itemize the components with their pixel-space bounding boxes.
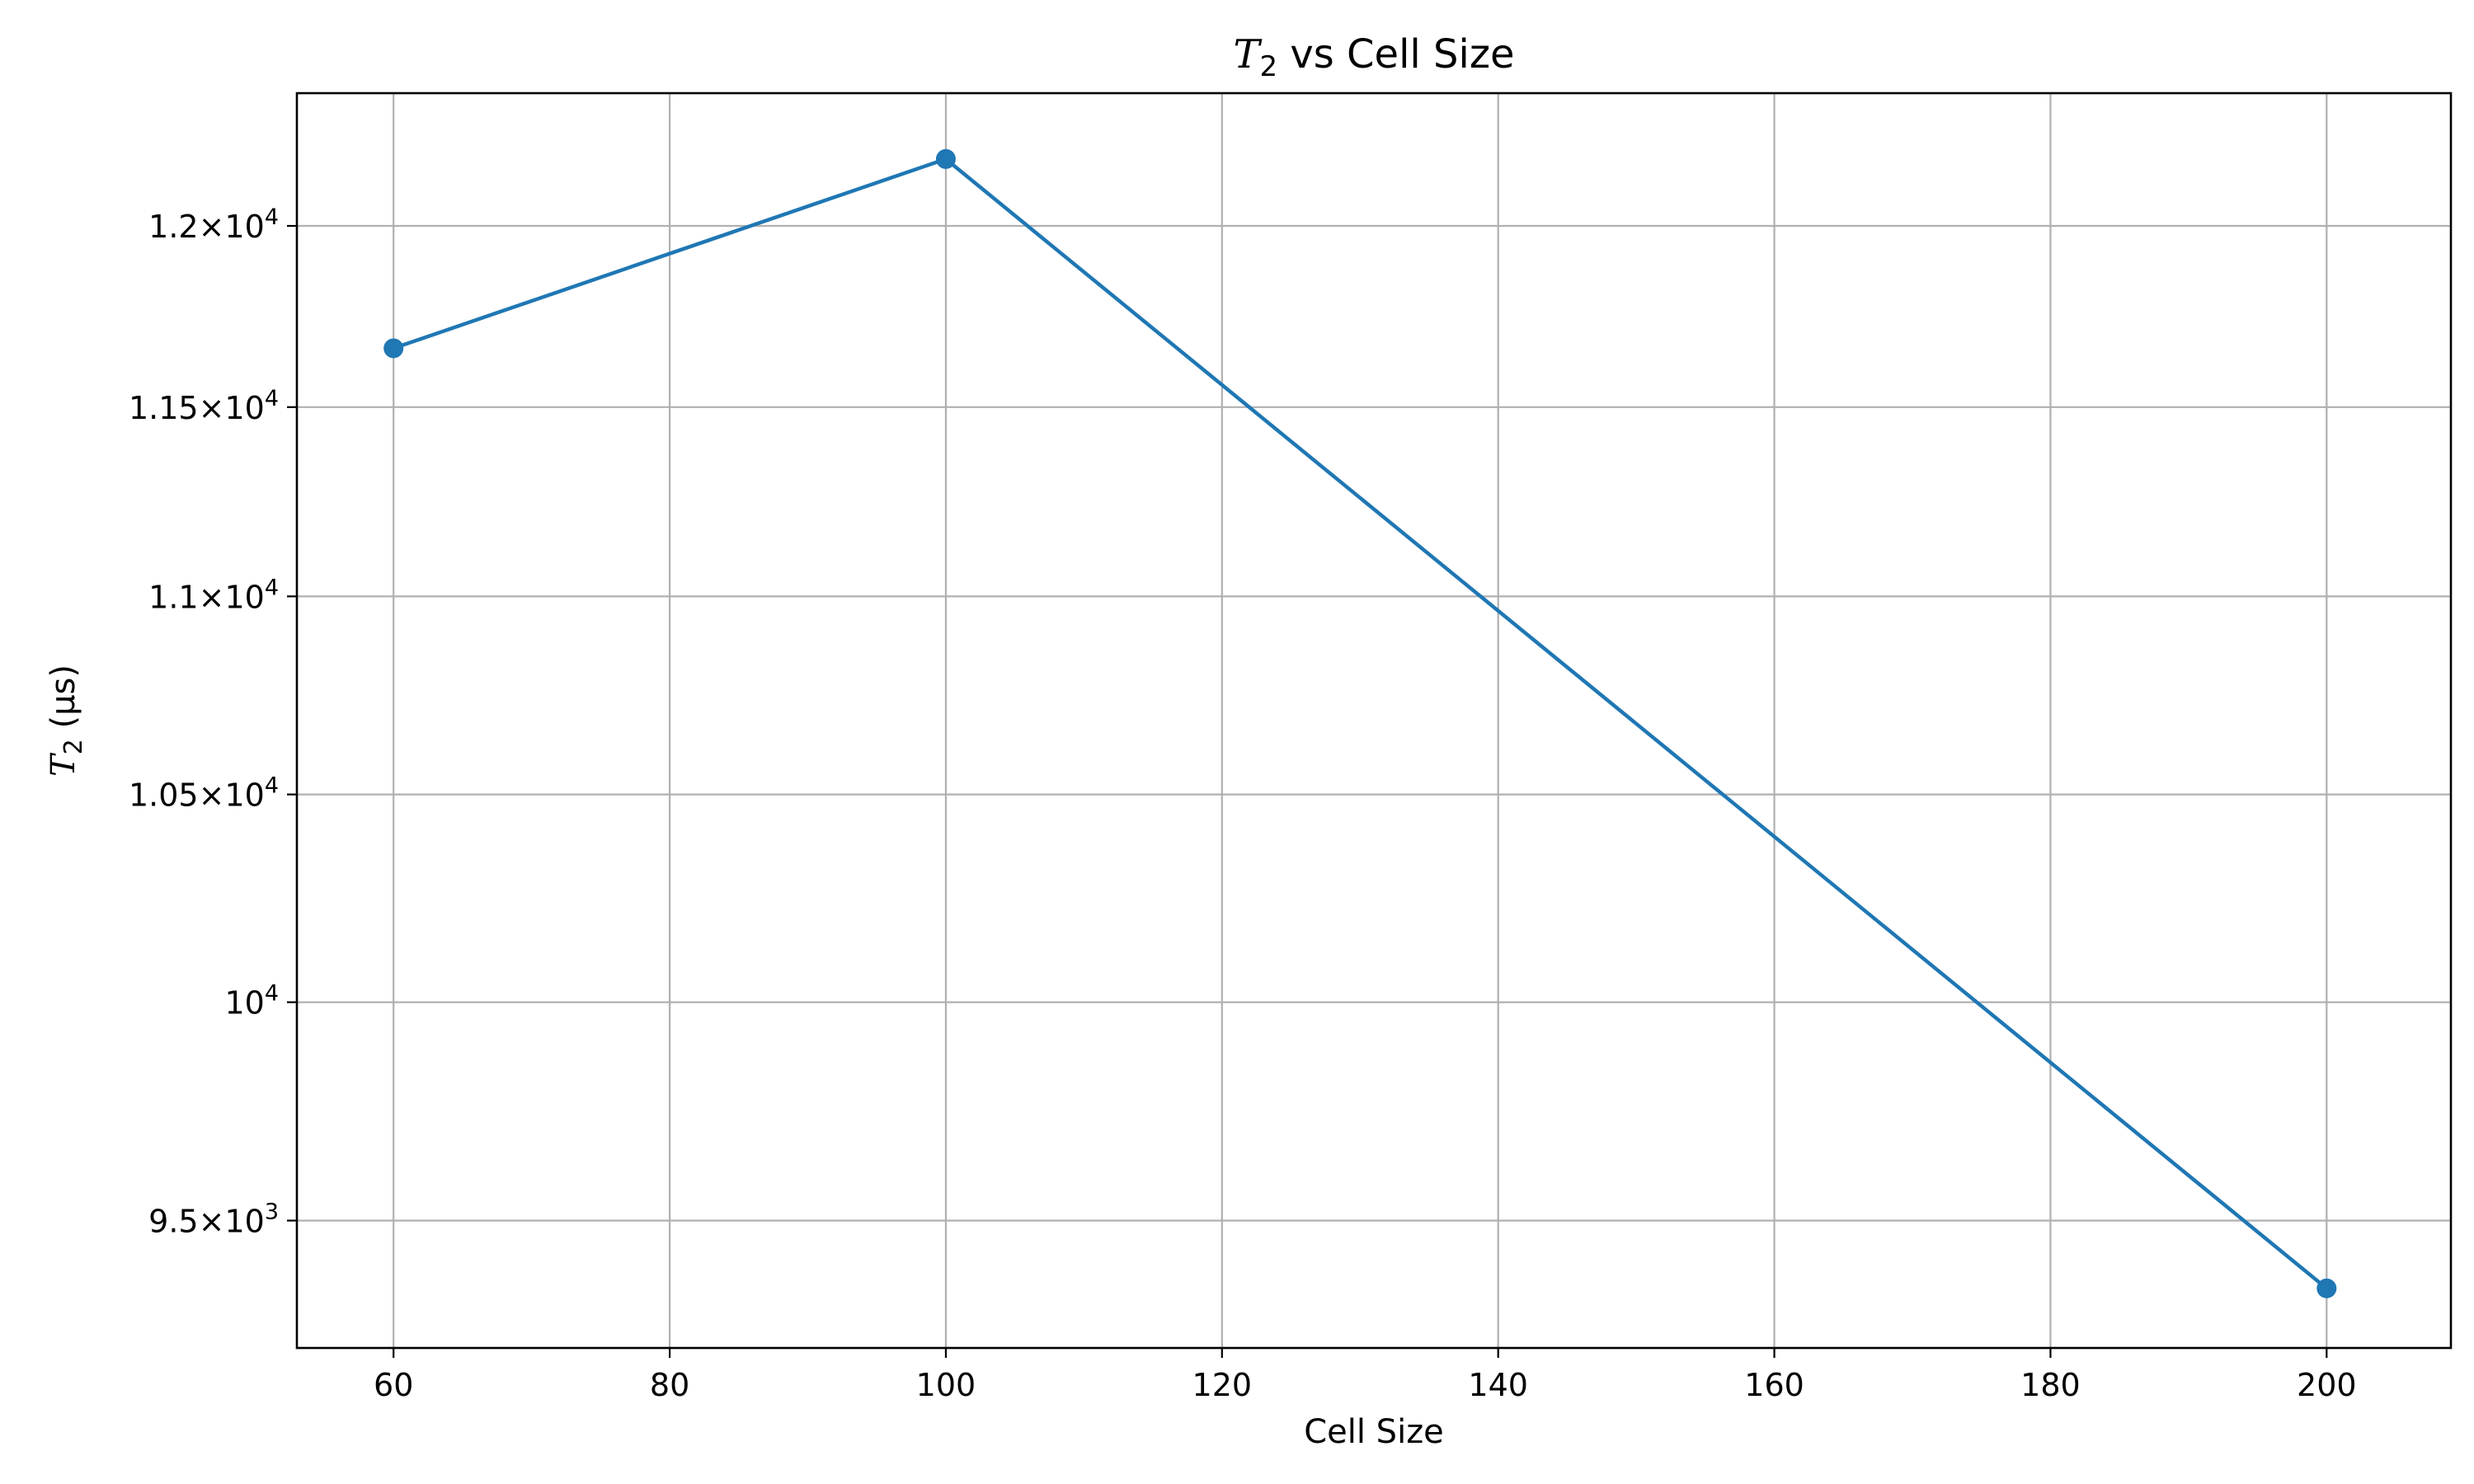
data-point (383, 338, 404, 359)
ylabel-var: T (45, 752, 82, 777)
data-point (2316, 1278, 2337, 1298)
y-tick-label: 104 (224, 981, 279, 1021)
x-axis-label: Cell Size (1304, 1413, 1444, 1451)
y-tick-label: 1.1×104 (148, 575, 279, 615)
grid-lines (297, 93, 2451, 1348)
x-tick-label: 180 (2020, 1367, 2081, 1403)
y-tick-label: 9.5×103 (148, 1199, 279, 1239)
x-tick-label: 60 (374, 1367, 413, 1403)
x-tick-label: 200 (2297, 1367, 2357, 1403)
y-tick-label: 1.2×104 (148, 204, 279, 245)
ylabel-sub: 2 (59, 739, 88, 754)
x-tick-label: 120 (1192, 1367, 1253, 1403)
data-series (383, 148, 2337, 1298)
axis-ticks: 60 80 100 120 140 160 180 200 9.5×103 104 1.05×104… (129, 204, 2357, 1403)
title-var: T (1233, 31, 1262, 77)
x-tick-label: 80 (650, 1367, 689, 1403)
x-tick-label: 100 (916, 1367, 976, 1403)
data-point (935, 148, 956, 169)
ylabel-rest: (μs) (45, 665, 82, 739)
title-rest: vs Cell Size (1277, 31, 1514, 77)
y-axis-label: T2 (μs) (45, 665, 88, 777)
chart-title: T2 vs Cell Size (1233, 31, 1514, 83)
plot-frame (295, 92, 2453, 1350)
x-tick-label: 160 (1744, 1367, 1804, 1403)
x-tick-label: 140 (1468, 1367, 1528, 1403)
y-tick-label: 1.05×104 (129, 773, 279, 814)
y-tick-label: 1.15×104 (129, 386, 279, 426)
title-sub: 2 (1259, 50, 1277, 83)
